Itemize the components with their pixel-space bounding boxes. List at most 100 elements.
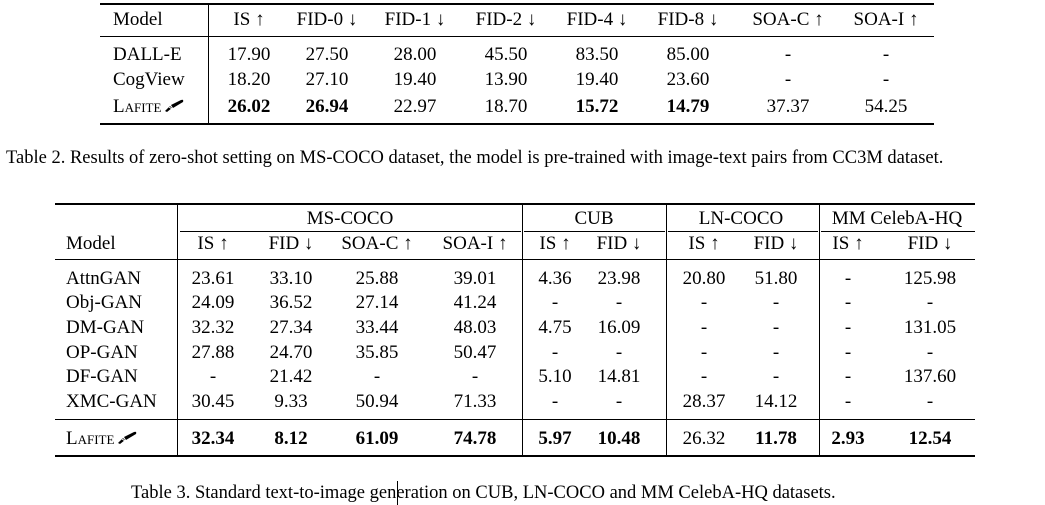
paintbrush-icon <box>163 97 185 119</box>
table3-cell: 28.37 <box>682 391 726 412</box>
table2-cell: - <box>882 44 890 65</box>
table2-cell: - <box>784 44 792 65</box>
table3-cell: - <box>700 342 708 363</box>
table2-header-col: FID-2 ↓ <box>475 9 537 30</box>
table3-cell: - <box>844 366 852 387</box>
table2-cell: 19.40 <box>575 69 619 90</box>
table2-header-col: FID-0 ↓ <box>296 9 358 30</box>
table3-header-col: SOA-C ↑ <box>341 233 413 254</box>
table3-cell: 50.47 <box>453 342 497 363</box>
table2-row-model: DALL-E <box>113 44 182 65</box>
table2-header-col: FID-4 ↓ <box>566 9 628 30</box>
table3-cell: 35.85 <box>355 342 399 363</box>
table3-cell: 36.52 <box>269 292 313 313</box>
table3-cell: 27.14 <box>355 292 399 313</box>
table3-cell: - <box>926 292 934 313</box>
table3-final-cell: 10.48 <box>597 428 641 449</box>
table3-group-header: LN-COCO <box>698 208 784 229</box>
table3-cell: 14.12 <box>754 391 798 412</box>
table3-header-rule <box>55 259 975 260</box>
table3-cell: 27.88 <box>191 342 235 363</box>
table3-cell: - <box>844 317 852 338</box>
table3-row-model: OP-GAN <box>66 342 138 363</box>
table3-cell: - <box>700 366 708 387</box>
table2-header-col: SOA-I ↑ <box>853 9 919 30</box>
table3-cell: - <box>700 317 708 338</box>
table3-cell: 125.98 <box>903 268 957 289</box>
table3-cell: 21.42 <box>269 366 313 387</box>
table3-header-col: IS ↑ <box>688 233 720 254</box>
table3-row-model: AttnGAN <box>66 268 141 289</box>
table3-cell: 33.44 <box>355 317 399 338</box>
table3-group-header: MM CelebA-HQ <box>831 208 963 229</box>
table3-separator-lncoco <box>819 204 820 456</box>
table3-cell: 14.81 <box>597 366 641 387</box>
table3-cell: - <box>551 292 559 313</box>
table3-header-col: FID ↓ <box>753 233 799 254</box>
table2-cell: 27.50 <box>305 44 349 65</box>
table2-cell: 19.40 <box>393 69 437 90</box>
table3-cell: - <box>471 366 479 387</box>
table3-group-header: CUB <box>574 208 614 229</box>
table3-cell: - <box>551 391 559 412</box>
table2-row-model-lafite: Lafite <box>113 96 185 119</box>
table3-cell: 33.10 <box>269 268 313 289</box>
table2-cell: 15.72 <box>575 96 619 117</box>
table3-cell: - <box>209 366 217 387</box>
table3-cell: 4.36 <box>538 268 572 289</box>
table3-cell: - <box>772 366 780 387</box>
table2-header-model: Model <box>113 9 163 30</box>
table3-cell: - <box>373 366 381 387</box>
table3-cell: - <box>844 391 852 412</box>
table2-header-col: IS ↑ <box>233 9 265 30</box>
table2-cell: 27.10 <box>305 69 349 90</box>
table3-top-rule <box>55 203 975 205</box>
table3-cell: 23.98 <box>597 268 641 289</box>
table2-cell: 22.97 <box>393 96 437 117</box>
table3-cell: 4.75 <box>538 317 572 338</box>
table3-cell: 23.61 <box>191 268 235 289</box>
table3-cell: 48.03 <box>453 317 497 338</box>
table3-cell: 71.33 <box>453 391 497 412</box>
table2-cell: 83.50 <box>575 44 619 65</box>
table3-final-cell: 26.32 <box>682 428 726 449</box>
table2-caption: Table 2. Results of zero-shot setting on… <box>6 148 944 168</box>
table2-row-model-lafite-label: Lafite <box>113 96 162 117</box>
table2-top-rule <box>100 3 934 5</box>
table3-separator-cub <box>666 204 667 456</box>
table3-cell: 5.10 <box>538 366 572 387</box>
table3-cell: - <box>615 391 623 412</box>
table3-cell: - <box>615 342 623 363</box>
table2-cell: 85.00 <box>666 44 710 65</box>
table3-final-cell: 2.93 <box>831 428 865 449</box>
table3-group-header: MS-COCO <box>306 208 394 229</box>
table3-cell: 24.09 <box>191 292 235 313</box>
table2-cell: 17.90 <box>227 44 271 65</box>
table3-cell: - <box>772 292 780 313</box>
table3-header-col: IS ↑ <box>832 233 864 254</box>
table2-bottom-rule <box>100 123 934 125</box>
table3-row-model: XMC-GAN <box>66 391 157 412</box>
table2-cell: 45.50 <box>484 44 528 65</box>
table2-header-rule <box>100 36 934 37</box>
table3-cell: - <box>615 292 623 313</box>
table3-group-underline-mscoco <box>180 231 521 232</box>
table3-final-cell: 32.34 <box>191 428 235 449</box>
table3-cell: - <box>926 342 934 363</box>
table3-cell: 137.60 <box>903 366 957 387</box>
table3-cell: 32.32 <box>191 317 235 338</box>
table3-final-cell: 8.12 <box>274 428 308 449</box>
table3-cell: 41.24 <box>453 292 497 313</box>
table3-cell: 50.94 <box>355 391 399 412</box>
table3-cell: - <box>844 292 852 313</box>
table2-row-model: CogView <box>113 69 185 90</box>
table3-final-rule <box>55 419 975 420</box>
table3-final-cell: 11.78 <box>755 428 797 449</box>
table3-caption: Table 3. Standard text-to-image generati… <box>131 482 836 504</box>
table2-cell: 18.20 <box>227 69 271 90</box>
table3-separator-model <box>177 204 178 456</box>
table3-caption-text: Table 3. Standard text-to-image generati… <box>131 483 836 503</box>
table3-cell: 20.80 <box>682 268 726 289</box>
table3-cell: 27.34 <box>269 317 313 338</box>
table3-cell: 30.45 <box>191 391 235 412</box>
